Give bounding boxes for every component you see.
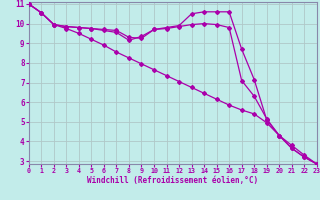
X-axis label: Windchill (Refroidissement éolien,°C): Windchill (Refroidissement éolien,°C)	[87, 176, 258, 185]
